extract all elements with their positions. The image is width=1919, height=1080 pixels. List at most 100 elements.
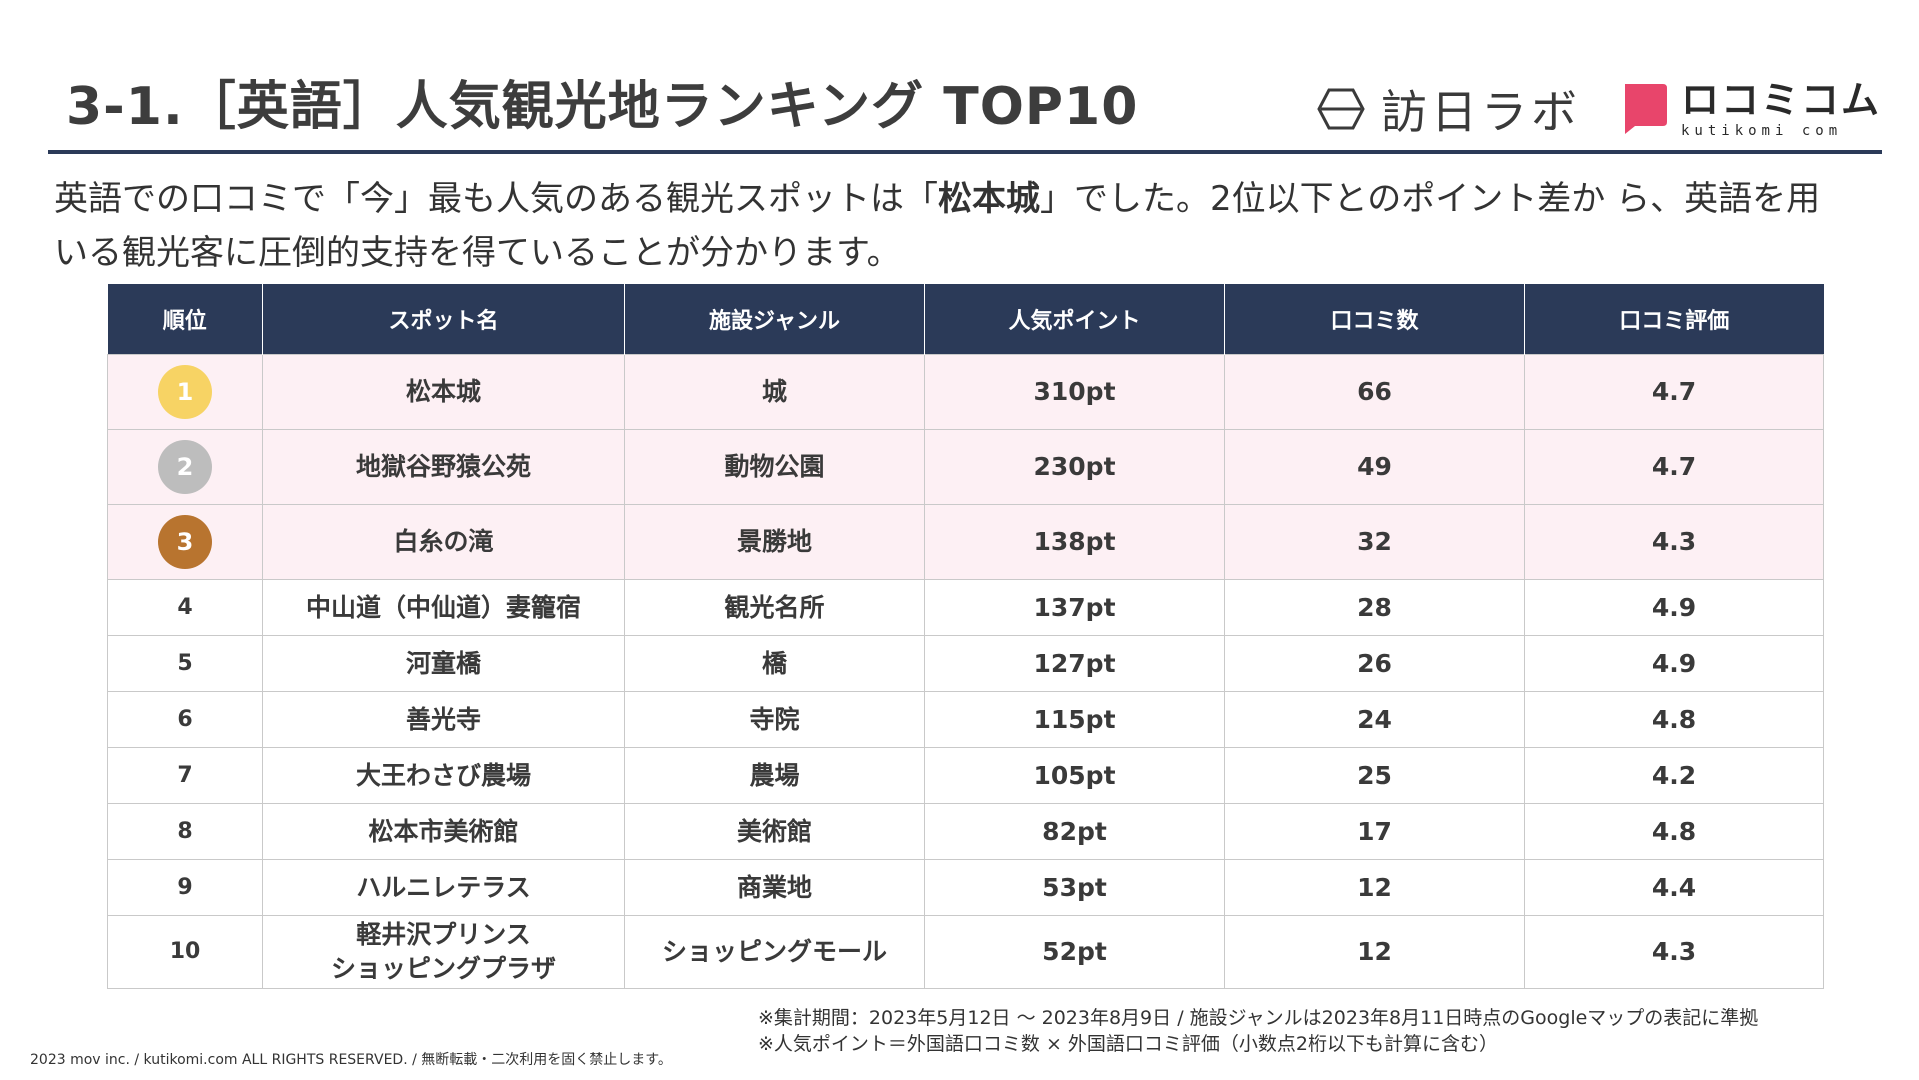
table-row: 7 大王わさび農場 農場 105pt 25 4.2 [107,747,1824,804]
review-count-cell: 49 [1224,429,1525,505]
lead-text-after: 」でした。2位以下とのポイント差か ら、英語を用いる観光客に圧倒的支持を得ている… [54,179,1821,273]
rating-cell: 4.4 [1524,859,1824,916]
rating-cell: 4.3 [1524,504,1824,580]
logo-area: 訪日ラボ ロコミコム kutikomi com [1317,76,1881,142]
review-count-cell: 26 [1224,635,1525,692]
genre-cell: 寺院 [624,691,925,748]
review-count-cell: 32 [1224,504,1525,580]
genre-cell: 農場 [624,747,925,804]
table-row: 5 河童橋 橋 127pt 26 4.9 [107,635,1824,692]
rank-cell: 1 [107,354,263,430]
rank-cell: 2 [107,429,263,505]
spot-name-cell: 松本城 [262,354,625,430]
rank-cell: 6 [107,691,263,748]
review-count-cell: 66 [1224,354,1525,430]
points-cell: 115pt [924,691,1225,748]
points-cell: 230pt [924,429,1225,505]
table-row: 4 中山道（中仙道）妻籠宿 観光名所 137pt 28 4.9 [107,579,1824,636]
spot-name-cell: 河童橋 [262,635,625,692]
genre-cell: 美術館 [624,803,925,860]
rating-cell: 4.9 [1524,635,1824,692]
spot-name-cell: 軽井沢プリンス ショッピングプラザ [262,915,625,989]
lead-highlight: 松本城 [938,179,1040,219]
table-row: 6 善光寺 寺院 115pt 24 4.8 [107,691,1824,748]
points-cell: 52pt [924,915,1225,989]
table-row: 10 軽井沢プリンス ショッピングプラザ ショッピングモール 52pt 12 4.… [107,915,1824,989]
spot-name-cell: 善光寺 [262,691,625,748]
table-row: 2 地獄谷野猿公苑 動物公園 230pt 49 4.7 [107,429,1824,505]
genre-cell: 観光名所 [624,579,925,636]
review-count-cell: 24 [1224,691,1525,748]
header-popularity-points: 人気ポイント [924,284,1225,355]
rank-cell: 4 [107,579,263,636]
rank-cell: 10 [107,915,263,989]
spot-name-cell: 地獄谷野猿公苑 [262,429,625,505]
ranking-table: 順位 スポット名 施設ジャンル 人気ポイント 口コミ数 口コミ評価 1 松本城 … [107,284,1824,989]
gold-medal-badge: 1 [158,365,212,419]
genre-cell: 橋 [624,635,925,692]
spot-name-cell: 白糸の滝 [262,504,625,580]
header-divider [48,150,1882,154]
genre-cell: ショッピングモール [624,915,925,989]
silver-medal-badge: 2 [158,440,212,494]
spot-name-cell: 中山道（中仙道）妻籠宿 [262,579,625,636]
kuchikomi-domain-text: kutikomi com [1680,122,1843,139]
rank-cell: 9 [107,859,263,916]
points-cell: 137pt [924,579,1225,636]
rank-cell: 8 [107,803,263,860]
rating-cell: 4.9 [1524,579,1824,636]
table-header-row: 順位 スポット名 施設ジャンル 人気ポイント 口コミ数 口コミ評価 [107,284,1824,355]
rating-cell: 4.7 [1524,354,1824,430]
footnote-points-formula: ※人気ポイント＝外国語口コミ数 × 外国語口コミ評価（小数点2桁以下も計算に含む… [758,1033,1499,1055]
houjin-lab-wordmark: 訪日ラボ [1380,85,1581,139]
table-row: 8 松本市美術館 美術館 82pt 17 4.8 [107,803,1824,860]
header-genre: 施設ジャンル [624,284,925,355]
points-cell: 82pt [924,803,1225,860]
copyright-text: 2023 mov inc. / kutikomi.com ALL RIGHTS … [30,1052,672,1068]
houjin-lab-hexagon-icon [1317,88,1365,130]
kuchikomi-com-logo: ロコミコム kutikomi com [1619,81,1881,138]
points-cell: 310pt [924,354,1225,430]
houjin-lab-logo: 訪日ラボ [1317,76,1581,142]
rating-cell: 4.3 [1524,915,1824,989]
rating-cell: 4.7 [1524,429,1824,505]
review-count-cell: 28 [1224,579,1525,636]
spot-name-line-2: ショッピングプラザ [330,954,556,983]
rating-cell: 4.8 [1524,803,1824,860]
spot-name-cell: 大王わさび農場 [262,747,625,804]
points-cell: 105pt [924,747,1225,804]
genre-cell: 景勝地 [624,504,925,580]
table-row: 9 ハルニレテラス 商業地 53pt 12 4.4 [107,859,1824,916]
spot-name-cell: ハルニレテラス [262,859,625,916]
speech-bubble-icon [1624,84,1667,134]
review-count-cell: 12 [1224,859,1525,916]
genre-cell: 城 [624,354,925,430]
rank-cell: 3 [107,504,263,580]
page-title: 3-1.［英語］人気観光地ランキング TOP10 [66,77,1139,137]
genre-cell: 商業地 [624,859,925,916]
bronze-medal-badge: 3 [158,515,212,569]
review-count-cell: 12 [1224,915,1525,989]
kuchikomi-wordmark: ロコミコム [1680,77,1881,122]
lead-text-before: 英語での口コミで「今」最も人気のある観光スポットは「 [54,179,938,219]
points-cell: 127pt [924,635,1225,692]
rank-cell: 7 [107,747,263,804]
header-review-count: 口コミ数 [1224,284,1525,355]
review-count-cell: 17 [1224,803,1525,860]
genre-cell: 動物公園 [624,429,925,505]
points-cell: 53pt [924,859,1225,916]
header-spot-name: スポット名 [262,284,625,355]
rank-cell: 5 [107,635,263,692]
footnote-period: ※集計期間：2023年5月12日 〜 2023年8月9日 / 施設ジャンルは20… [758,1007,1759,1029]
header-rank: 順位 [107,284,263,355]
spot-name-cell: 松本市美術館 [262,803,625,860]
rating-cell: 4.2 [1524,747,1824,804]
table-row: 3 白糸の滝 景勝地 138pt 32 4.3 [107,504,1824,580]
points-cell: 138pt [924,504,1225,580]
header-review-rating: 口コミ評価 [1524,284,1824,355]
review-count-cell: 25 [1224,747,1525,804]
rating-cell: 4.8 [1524,691,1824,748]
table-row: 1 松本城 城 310pt 66 4.7 [107,354,1824,430]
lead-paragraph: 英語での口コミで「今」最も人気のある観光スポットは「松本城」でした。2位以下との… [54,172,1854,280]
spot-name-line-1: 軽井沢プリンス [356,920,531,949]
